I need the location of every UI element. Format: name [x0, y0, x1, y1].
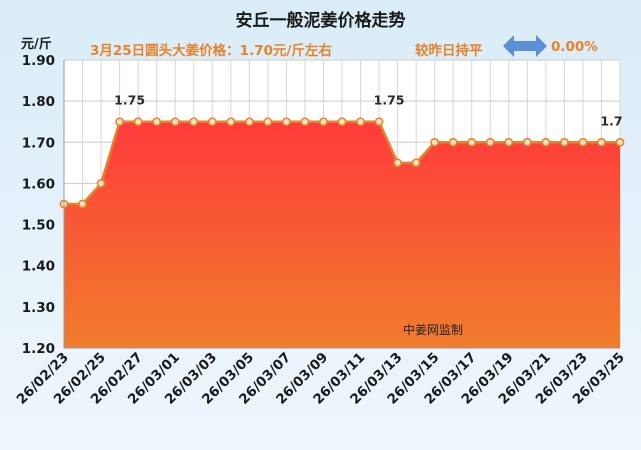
- data-point: [170, 117, 180, 127]
- data-point: [411, 158, 421, 168]
- change-percent: 0.00%: [551, 39, 598, 55]
- data-point: [244, 117, 254, 127]
- data-point: [430, 137, 440, 147]
- data-point: [578, 137, 588, 147]
- y-axis-unit: 元/斤: [21, 37, 52, 52]
- y-tick-label: 1.60: [22, 176, 55, 192]
- y-tick-label: 1.50: [22, 218, 55, 234]
- y-tick-label: 1.90: [22, 53, 55, 69]
- data-point: [393, 158, 402, 168]
- data-label: 1.75: [114, 93, 145, 108]
- data-point: [597, 137, 606, 147]
- x-axis-labels: 26/02/2326/02/2526/02/2726/03/0126/03/03…: [14, 350, 628, 408]
- y-axis-labels: 1.20 1.30 1.40 1.50 1.60 1.70 1.80 1.90: [22, 53, 55, 357]
- watermark: 中姜网监制: [403, 323, 464, 337]
- data-point: [485, 137, 495, 147]
- data-point: [263, 117, 273, 127]
- y-tick-label: 1.70: [22, 135, 55, 151]
- price-area: [64, 121, 620, 349]
- left-right-arrow-icon: [503, 35, 547, 57]
- data-point: [207, 117, 217, 127]
- data-point: [560, 137, 569, 147]
- y-tick-label: 1.40: [22, 259, 55, 275]
- data-point: [615, 137, 625, 147]
- price-subtitle: 3月25日圆头大姜价格：1.70元/斤左右: [90, 43, 332, 59]
- data-point: [541, 137, 551, 147]
- data-points: [59, 117, 625, 209]
- chart-title: 安丘一般泥姜价格走势: [235, 11, 406, 31]
- y-tick-label: 1.30: [22, 300, 55, 316]
- y-tick-label: 1.80: [22, 94, 55, 110]
- data-point: [78, 199, 87, 209]
- data-point: [522, 137, 532, 147]
- data-point: [504, 137, 514, 147]
- data-point: [300, 117, 310, 127]
- y-tick-label: 1.20: [22, 341, 55, 357]
- data-point: [448, 137, 458, 147]
- data-point: [319, 117, 328, 127]
- data-point: [374, 117, 384, 127]
- data-point: [133, 117, 143, 127]
- data-point: [467, 137, 477, 147]
- data-point: [281, 117, 291, 127]
- data-point: [356, 117, 365, 127]
- data-point: [152, 117, 162, 127]
- data-point: [115, 117, 124, 127]
- data-label: 1.7: [600, 113, 622, 128]
- data-point: [337, 117, 347, 127]
- data-point: [189, 117, 199, 127]
- data-label: 1.75: [374, 93, 405, 108]
- data-point: [226, 117, 236, 127]
- compare-label: 较昨日持平: [415, 43, 483, 59]
- data-labels: 1.75 1.75 1.7: [114, 93, 622, 129]
- data-point: [96, 179, 106, 188]
